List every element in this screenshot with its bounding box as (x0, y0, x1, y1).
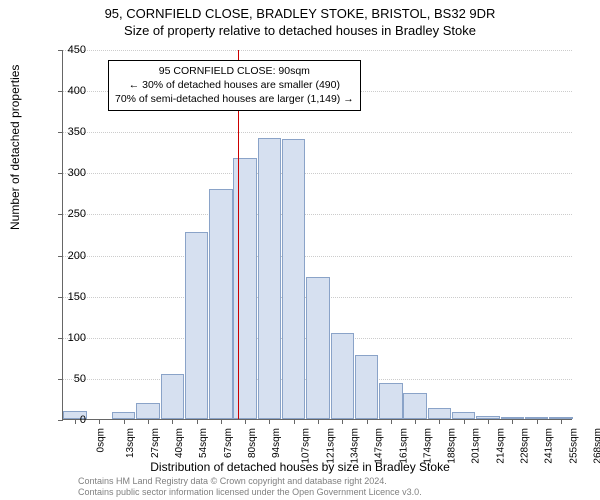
annotation-line3: 70% of semi-detached houses are larger (… (115, 92, 354, 106)
xtick-label: 241sqm (544, 428, 555, 464)
footer-line2: Contains public sector information licen… (78, 487, 422, 498)
xtick-mark (415, 419, 416, 424)
histogram-bar (209, 189, 232, 419)
ytick-label: 450 (46, 44, 86, 56)
ytick-label: 400 (46, 85, 86, 97)
xtick-mark (318, 419, 319, 424)
ytick-label: 300 (46, 167, 86, 179)
xtick-mark (99, 419, 100, 424)
xtick-mark (488, 419, 489, 424)
xtick-label: 67sqm (223, 428, 234, 458)
ytick-label: 50 (46, 373, 86, 385)
histogram-bar (331, 333, 354, 419)
gridline-h (63, 50, 572, 51)
ytick-label: 100 (46, 332, 86, 344)
ytick-label: 350 (46, 126, 86, 138)
title-subtitle: Size of property relative to detached ho… (0, 23, 600, 40)
gridline-h (63, 173, 572, 174)
ytick-label: 250 (46, 208, 86, 220)
xtick-label: 188sqm (447, 428, 458, 464)
histogram-bar (161, 374, 184, 419)
footer-attribution: Contains HM Land Registry data © Crown c… (78, 476, 422, 498)
xtick-mark (512, 419, 513, 424)
ytick-label: 200 (46, 250, 86, 262)
xtick-label: 54sqm (198, 428, 209, 458)
xtick-mark (464, 419, 465, 424)
x-axis-label: Distribution of detached houses by size … (0, 460, 600, 474)
xtick-mark (342, 419, 343, 424)
xtick-mark (148, 419, 149, 424)
y-axis-label: Number of detached properties (8, 65, 22, 230)
chart-title: 95, CORNFIELD CLOSE, BRADLEY STOKE, BRIS… (0, 0, 600, 40)
xtick-label: 27sqm (150, 428, 161, 458)
histogram-bar (306, 277, 329, 419)
xtick-label: 0sqm (96, 428, 107, 452)
histogram-bar (282, 139, 305, 419)
xtick-label: 80sqm (247, 428, 258, 458)
xtick-label: 255sqm (568, 428, 579, 464)
histogram-bar (403, 393, 426, 419)
histogram-bar (428, 408, 451, 420)
xtick-mark (439, 419, 440, 424)
xtick-label: 268sqm (592, 428, 600, 464)
xtick-label: 228sqm (520, 428, 531, 464)
histogram-bar (258, 138, 281, 419)
xtick-mark (294, 419, 295, 424)
xtick-mark (124, 419, 125, 424)
xtick-mark (367, 419, 368, 424)
xtick-mark (245, 419, 246, 424)
xtick-label: 174sqm (422, 428, 433, 464)
xtick-label: 214sqm (495, 428, 506, 464)
histogram-bar (233, 158, 256, 419)
histogram-bar (355, 355, 378, 419)
plot-region: 0sqm13sqm27sqm40sqm54sqm67sqm80sqm94sqm1… (62, 50, 572, 420)
annotation-line2: ← 30% of detached houses are smaller (49… (115, 78, 354, 92)
xtick-label: 134sqm (350, 428, 361, 464)
xtick-label: 201sqm (471, 428, 482, 464)
xtick-label: 161sqm (398, 428, 409, 464)
gridline-h (63, 214, 572, 215)
gridline-h (63, 256, 572, 257)
xtick-label: 147sqm (374, 428, 385, 464)
xtick-label: 121sqm (325, 428, 336, 464)
annotation-box: 95 CORNFIELD CLOSE: 90sqm ← 30% of detac… (108, 60, 361, 111)
xtick-mark (172, 419, 173, 424)
xtick-mark (269, 419, 270, 424)
annotation-line1: 95 CORNFIELD CLOSE: 90sqm (115, 64, 354, 78)
xtick-label: 13sqm (125, 428, 136, 458)
ytick-label: 150 (46, 291, 86, 303)
xtick-mark (391, 419, 392, 424)
xtick-label: 40sqm (174, 428, 185, 458)
xtick-mark (537, 419, 538, 424)
xtick-mark (561, 419, 562, 424)
xtick-mark (221, 419, 222, 424)
gridline-h (63, 132, 572, 133)
footer-line1: Contains HM Land Registry data © Crown c… (78, 476, 422, 487)
histogram-bar (136, 403, 159, 419)
chart-area: 0sqm13sqm27sqm40sqm54sqm67sqm80sqm94sqm1… (62, 50, 572, 420)
xtick-label: 107sqm (301, 428, 312, 464)
xtick-mark (197, 419, 198, 424)
histogram-bar (379, 383, 402, 419)
title-address: 95, CORNFIELD CLOSE, BRADLEY STOKE, BRIS… (0, 6, 600, 23)
histogram-bar (185, 232, 208, 419)
ytick-label: 0 (46, 414, 86, 426)
xtick-label: 94sqm (271, 428, 282, 458)
